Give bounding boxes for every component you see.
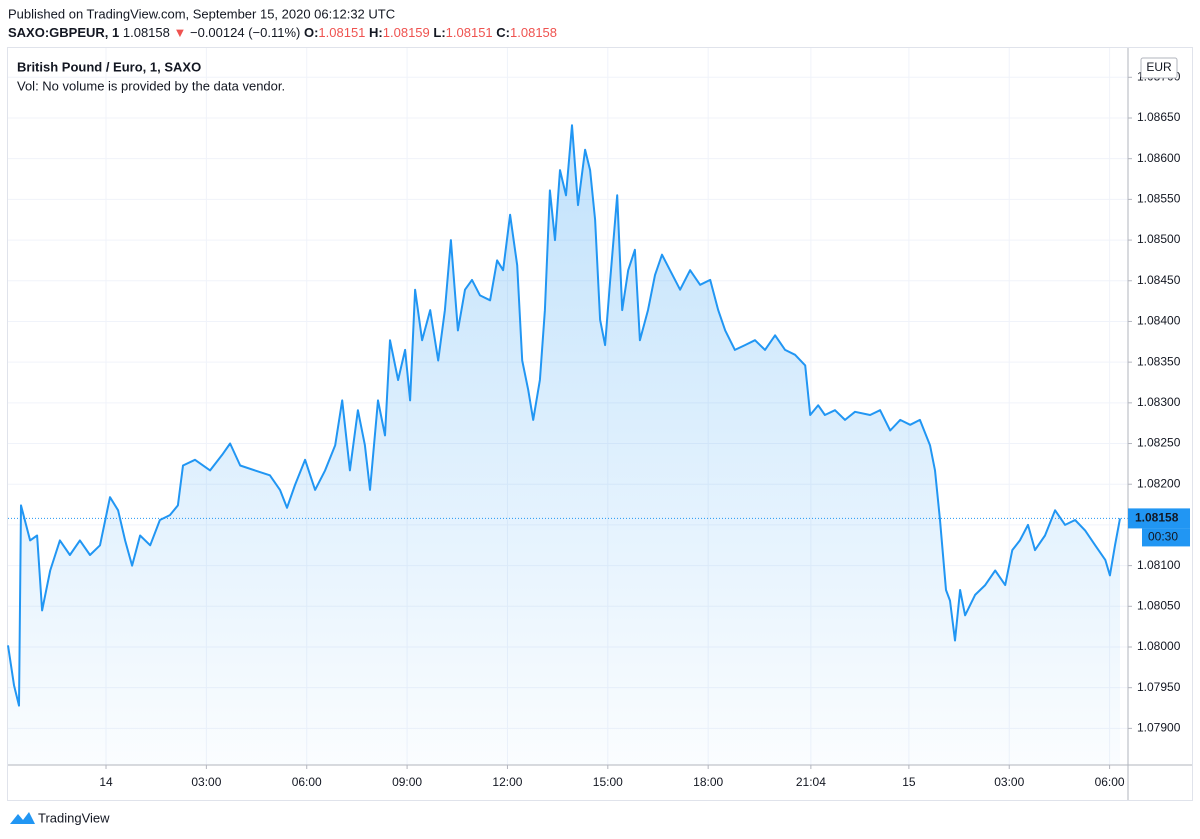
countdown-label: 00:30 <box>1148 530 1178 544</box>
currency-label: EUR <box>1146 60 1172 74</box>
legend-subtitle: Vol: No volume is provided by the data v… <box>17 78 285 93</box>
x-tick-label: 21:04 <box>796 775 826 789</box>
high-label: H: <box>369 25 383 40</box>
y-tick-label: 1.08350 <box>1137 354 1181 368</box>
close-label: C: <box>496 25 510 40</box>
panel-border <box>7 47 1193 801</box>
x-tick-label: 09:00 <box>392 775 422 789</box>
y-tick-label: 1.08650 <box>1137 110 1181 124</box>
price-line <box>7 124 1121 707</box>
currency-box <box>1140 57 1178 79</box>
last-price: 1.08158 <box>123 25 170 40</box>
symbol-line: SAXO:GBPEUR, 1 1.08158 ▼ −0.00124 (−0.11… <box>8 25 557 40</box>
open: 1.08151 <box>318 25 365 40</box>
brand: TradingView <box>38 810 110 825</box>
x-tick-label: 18:00 <box>693 775 723 789</box>
open-label: O: <box>304 25 318 40</box>
brand-logo <box>10 812 35 824</box>
y-tick-label: 1.08500 <box>1137 232 1181 246</box>
legend-title: British Pound / Euro, 1, SAXO <box>17 59 201 74</box>
down-arrow: ▼ <box>174 25 187 40</box>
x-tick-label: 15 <box>902 775 916 789</box>
last-price-label: 1.08158 <box>1135 511 1179 525</box>
y-tick-label: 1.08050 <box>1137 598 1181 612</box>
y-tick-label: 1.08550 <box>1137 192 1181 206</box>
y-tick-label: 1.08250 <box>1137 436 1181 450</box>
y-tick-label: 1.08100 <box>1137 558 1181 572</box>
x-tick-label: 14 <box>99 775 113 789</box>
y-tick-label: 1.08450 <box>1137 273 1181 287</box>
y-tick-label: 1.08000 <box>1137 639 1181 653</box>
x-tick-label: 03:00 <box>191 775 221 789</box>
countdown-badge <box>1142 528 1190 547</box>
x-tick-label: 03:00 <box>994 775 1024 789</box>
y-tick-label: 1.07900 <box>1137 721 1181 735</box>
x-tick-label: 06:00 <box>292 775 322 789</box>
low: 1.08151 <box>446 25 493 40</box>
area-fill <box>8 125 1120 766</box>
low-label: L: <box>433 25 445 40</box>
symbol: SAXO:GBPEUR, 1 <box>8 25 119 40</box>
y-tick-label: 1.08300 <box>1137 395 1181 409</box>
y-tick-label: 1.07950 <box>1137 680 1181 694</box>
last-price-badge <box>1128 508 1190 529</box>
close: 1.08158 <box>510 25 557 40</box>
x-tick-label: 15:00 <box>593 775 623 789</box>
x-tick-label: 12:00 <box>492 775 522 789</box>
published-note: Published on TradingView.com, September … <box>8 6 395 21</box>
change: −0.00124 (−0.11%) <box>190 25 300 40</box>
y-tick-label: 1.08400 <box>1137 314 1181 328</box>
y-tick-label: 1.08200 <box>1137 476 1181 490</box>
y-tick-label: 1.08600 <box>1137 151 1181 165</box>
plot <box>7 124 1128 766</box>
high: 1.08159 <box>383 25 430 40</box>
x-tick-label: 06:00 <box>1095 775 1125 789</box>
